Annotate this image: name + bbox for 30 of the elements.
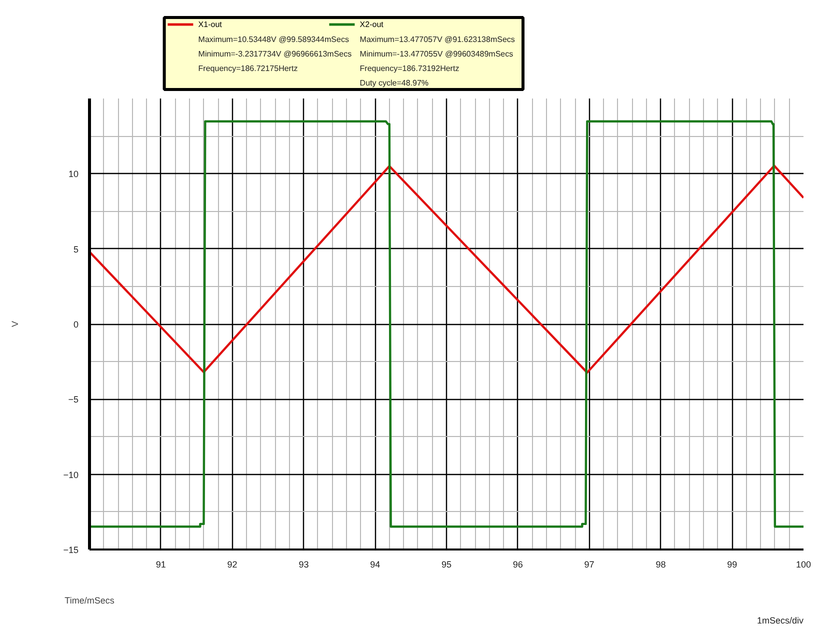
legend-label: X1-out xyxy=(198,20,223,29)
text: Frequency=186.73192Hertz xyxy=(360,64,460,73)
x-tick-label: 100 xyxy=(796,560,812,570)
y-tick-label: 0 xyxy=(73,320,79,330)
x-tick-label: 91 xyxy=(156,560,166,570)
y-axis-title: V xyxy=(10,320,20,327)
text: 1mSecs/div xyxy=(756,616,804,626)
text: Maximum=10.53448V @99.589344mSecs xyxy=(198,35,349,44)
x-axis-title: Time/mSecs xyxy=(64,596,115,606)
y-tick-label: 5 xyxy=(73,244,79,254)
x-tick-label: 96 xyxy=(512,560,523,570)
x-tick-label: 95 xyxy=(441,560,452,570)
x-tick-label: 92 xyxy=(227,560,238,570)
text: Maximum=13.477057V @91.623138mSecs xyxy=(360,35,515,44)
text: Minimum=-3.2317734V @96966613mSecs xyxy=(198,50,352,58)
y-tick-label: 10 xyxy=(68,169,79,180)
x-tick-label: 94 xyxy=(370,560,380,570)
y-tick-label: −10 xyxy=(63,470,79,480)
text: Frequency=186.72175Hertz xyxy=(198,64,298,73)
text: Duty cycle=48.97% xyxy=(360,78,429,88)
text: Minimum=-13.477055V @99603489mSecs xyxy=(360,50,514,58)
x-tick-label: 98 xyxy=(656,560,666,570)
line-series xyxy=(90,164,804,374)
x-tick-label: 99 xyxy=(727,560,738,570)
x-tick-label: 97 xyxy=(584,560,594,570)
y-tick-label: −5 xyxy=(68,394,79,405)
legend-label: X2-out xyxy=(360,20,384,29)
y-tick-label: −15 xyxy=(63,545,79,555)
line-series xyxy=(90,120,804,528)
x-tick-label: 93 xyxy=(298,560,309,570)
